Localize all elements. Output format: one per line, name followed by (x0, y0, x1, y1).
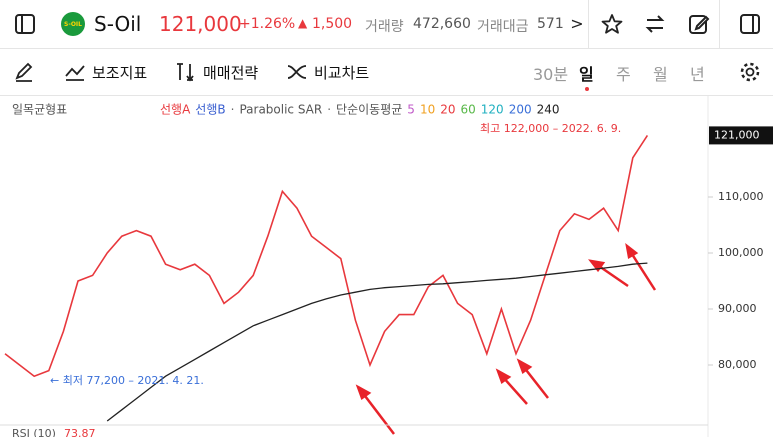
stock-name: S-Oil (94, 12, 142, 36)
logo-text: S-OIL (64, 21, 82, 28)
panel-button[interactable] (739, 13, 761, 35)
draw-button[interactable] (13, 61, 35, 83)
legend-item: 20 (440, 103, 455, 117)
legend-item: 240 (537, 103, 560, 117)
change-mark: ▲ (298, 16, 308, 30)
indicator-name: 일목균형표 (12, 103, 67, 117)
logo: S-OIL (61, 12, 85, 36)
tool-bar: 보조지표 매매전략 비교차트 30분 일 주 월 년 (0, 49, 773, 96)
timeframe-button[interactable]: 주 (616, 65, 631, 84)
top-bar: S-OIL S-Oil 121,000 +1.26% ▲ 1,500 거래량 4… (0, 0, 773, 49)
chart-bg (0, 96, 773, 437)
tool-icon (177, 63, 194, 82)
legend-item: 200 (509, 103, 532, 117)
divider (588, 0, 589, 48)
divider (719, 0, 720, 48)
y-tick-label: 110,000 (718, 190, 764, 203)
legend-item: Parabolic SAR (239, 103, 322, 117)
legend-item: 10 (420, 103, 435, 117)
rsi-value: 73.87 (64, 427, 96, 437)
more-button[interactable]: > (567, 0, 587, 48)
rsi-label: RSI (10) (12, 427, 56, 437)
series-line (106, 262, 648, 422)
high-note: 최고 122,000 – 2022. 6. 9. (480, 122, 621, 135)
low-note: ← 최저 77,200 – 2021. 4. 21. (50, 374, 204, 387)
y-tick-label: 80,000 (718, 358, 757, 371)
timeframe-button[interactable]: 일 (579, 65, 594, 84)
series-line (4, 134, 649, 378)
chart: 일목균형표 선행A 선행B · Parabolic SAR · 단순이동평균 5 10 20 60… (0, 96, 773, 437)
tool-button[interactable]: 비교차트 (314, 64, 370, 82)
change-pct: +1.26% (239, 16, 296, 32)
tool-icon (65, 65, 85, 81)
legend-item: 선행A (160, 102, 191, 117)
price: 121,000 (159, 12, 242, 36)
volume: 472,660 (413, 16, 471, 32)
settings-button[interactable] (739, 61, 761, 83)
timeframe-button[interactable]: 년 (690, 65, 705, 84)
price-tag (709, 126, 773, 145)
legend-item: 5 (407, 103, 415, 117)
change: 1,500 (312, 16, 353, 32)
edit-button[interactable] (688, 13, 710, 35)
volume-label: 거래량 (365, 19, 404, 35)
amount: 571 (537, 16, 564, 32)
tool-button[interactable]: 보조지표 (92, 64, 148, 82)
y-tick-label: 90,000 (718, 302, 757, 315)
y-tick-label: 100,000 (718, 246, 764, 259)
arrows (355, 243, 657, 435)
legend-item: 선행B (195, 102, 225, 117)
tool-button[interactable]: 매매전략 (203, 64, 259, 82)
legend-item: 60 (461, 103, 476, 117)
sidebar-button[interactable] (14, 13, 36, 35)
favorite-button[interactable] (601, 13, 623, 35)
timeframe-button[interactable]: 월 (653, 65, 668, 84)
price-tag-label: 121,000 (714, 128, 760, 141)
legend-item: · (327, 103, 331, 117)
legend-item: 120 (481, 103, 504, 117)
legend-item: · (231, 103, 235, 117)
selected-dot (585, 87, 589, 91)
swap-button[interactable] (644, 13, 666, 35)
amount-label: 거래대금 (477, 19, 529, 35)
legend-item: 단순이동평균 (336, 103, 402, 117)
tool-icon (287, 65, 307, 79)
timeframe-button[interactable]: 30분 (533, 65, 569, 84)
